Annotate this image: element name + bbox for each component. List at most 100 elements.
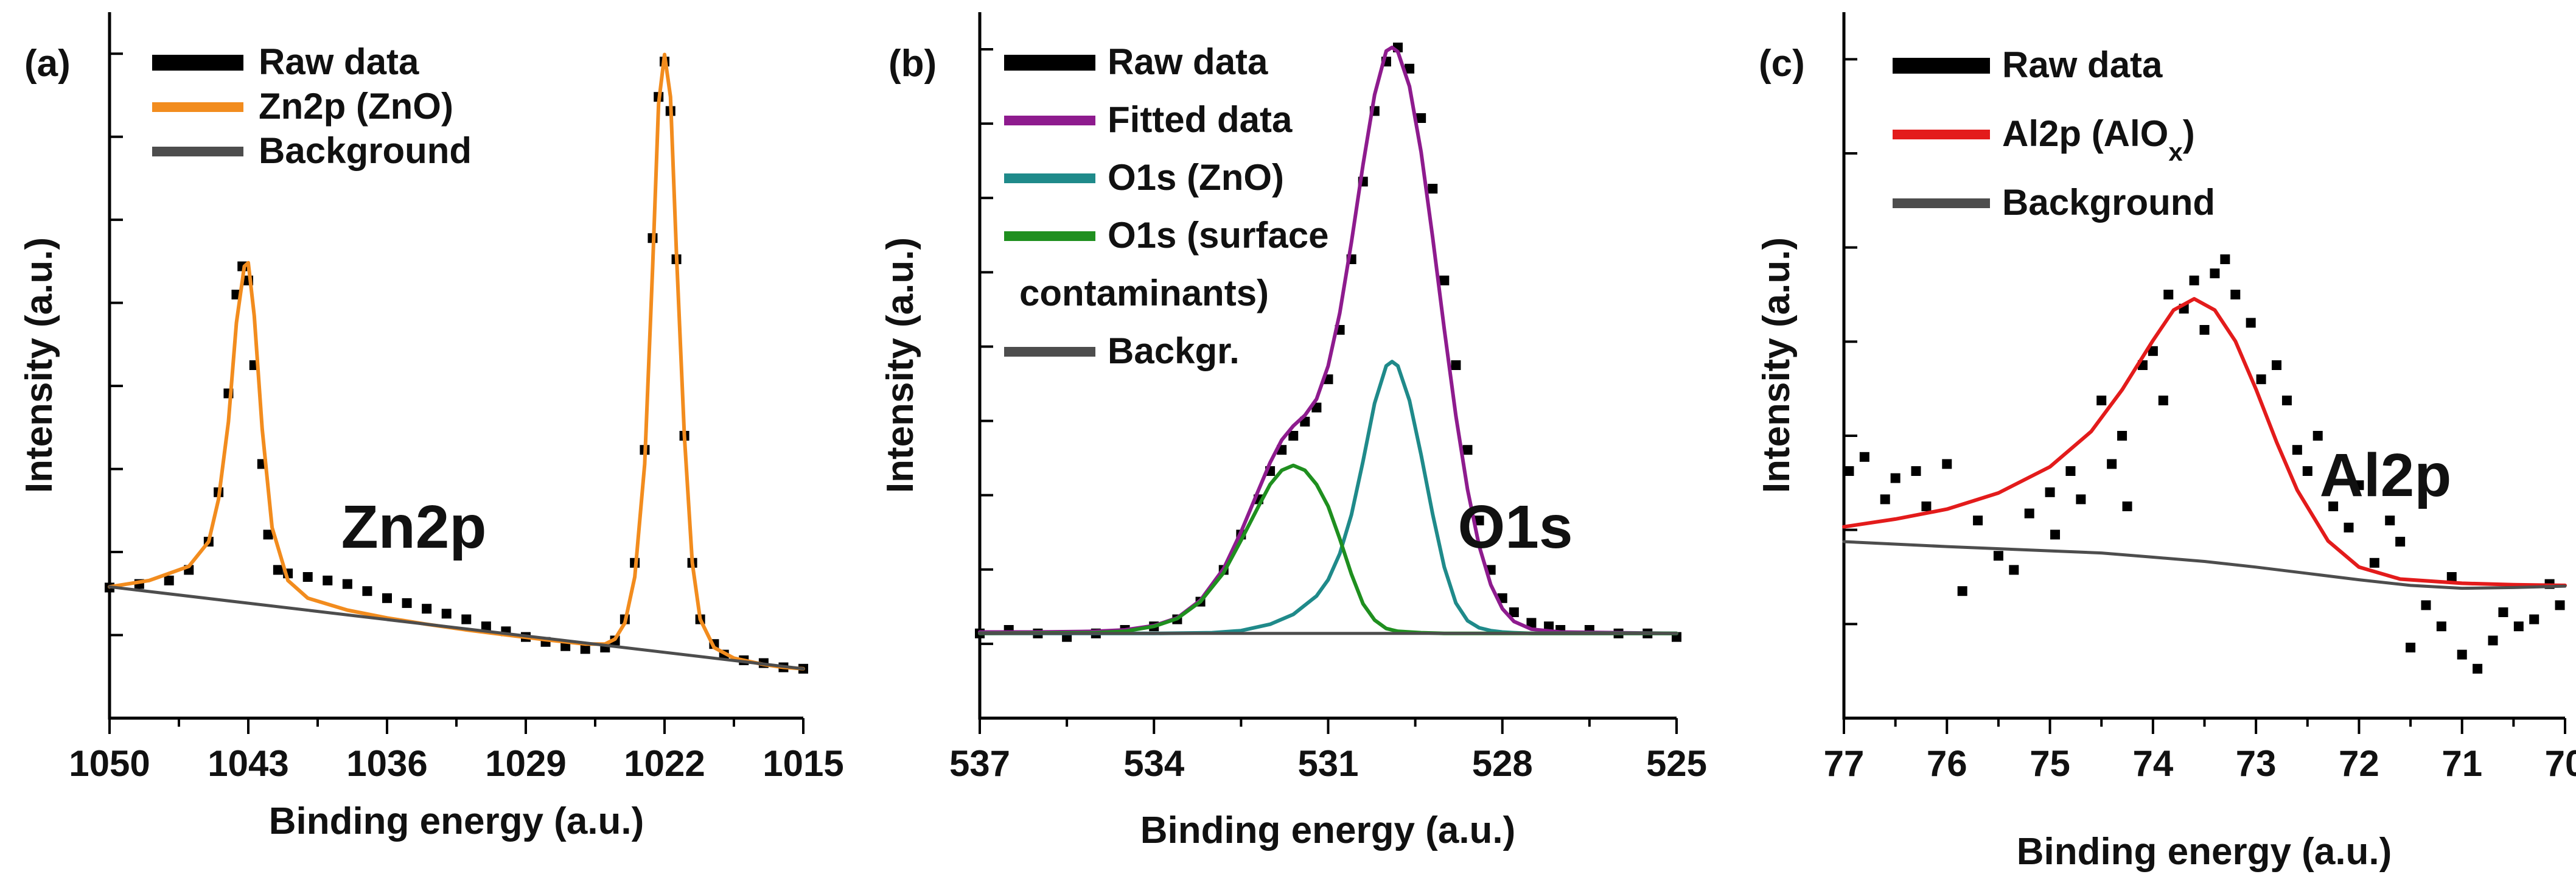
data-point <box>2050 529 2061 540</box>
data-point <box>1890 473 1901 483</box>
data-point <box>441 609 452 619</box>
legend-item: Zn2p (ZnO) <box>152 86 453 127</box>
x-tick-label: 72 <box>2339 743 2379 784</box>
legend-label: Backgr. <box>1108 330 1240 371</box>
data-point <box>1880 494 1890 505</box>
data-point <box>1957 586 1967 596</box>
legend: Raw data Al2p (AlOx) Background <box>1893 44 2215 223</box>
x-axis-title: Binding energy (a.u.) <box>1140 809 1516 851</box>
legend-label: O1s (ZnO) <box>1108 157 1284 198</box>
data-point <box>2498 607 2508 617</box>
legend-item: Background <box>152 130 472 171</box>
data-point <box>2117 431 2127 441</box>
legend-swatch <box>152 102 243 112</box>
data-point <box>2230 290 2241 299</box>
legend-label-end: ) <box>2183 113 2195 154</box>
data-point <box>2281 396 2292 405</box>
legend-label-sub: x <box>2168 138 2183 166</box>
data-point <box>2065 466 2076 476</box>
x-tick-label: 531 <box>1297 743 1358 784</box>
data-point <box>402 598 412 608</box>
axes <box>1842 12 2565 720</box>
data-point <box>2122 501 2132 511</box>
data-point <box>1509 607 1519 617</box>
x-tick-label: 70 <box>2545 743 2576 784</box>
data-point <box>2246 318 2256 328</box>
legend-label-text: Raw data <box>2002 44 2163 85</box>
data-point <box>1451 360 1461 370</box>
legend-item: Raw data <box>152 41 419 82</box>
data-point <box>164 575 174 585</box>
legend-item: Fitted data <box>1004 99 1293 140</box>
data-point <box>323 575 333 585</box>
data-point <box>580 644 590 654</box>
legend-label-text: Background <box>2002 182 2215 223</box>
legend-label: Raw data <box>1108 41 1268 82</box>
x-axis-title: Binding energy (a.u.) <box>269 800 644 842</box>
data-point <box>2096 396 2107 405</box>
x-tick-label: 1015 <box>763 743 843 784</box>
legend-label: Background <box>2002 182 2215 223</box>
legend-swatch <box>1004 173 1095 183</box>
data-point <box>461 614 472 624</box>
data-point <box>1428 184 1438 194</box>
x-tick-label: 1050 <box>69 743 150 784</box>
panel-a: (a) 1050 1043 1036 1029 1022 1015 Binding energ… <box>18 12 844 842</box>
data-point <box>2488 635 2498 646</box>
x-tick-label: 1043 <box>208 743 288 784</box>
legend-label: Zn2p (ZnO) <box>259 86 453 127</box>
data-point <box>1973 515 1983 526</box>
x-tick-label: 1029 <box>485 743 566 784</box>
data-point <box>2328 501 2339 511</box>
data-point <box>2045 487 2055 497</box>
series-line-al2p-alox <box>1842 297 2567 587</box>
data-point <box>481 621 491 632</box>
data-point <box>1911 466 1921 476</box>
data-point <box>2354 480 2364 491</box>
data-point <box>2107 459 2117 469</box>
legend-swatch <box>1893 58 1990 74</box>
x-tick-label: 74 <box>2132 743 2173 784</box>
legend-item: O1s (ZnO) <box>1004 157 1284 198</box>
legend: Raw data Fitted data O1s (ZnO) O1s (surface… <box>1004 41 1329 371</box>
data-point <box>2256 374 2266 385</box>
legend-label-line2: contaminants) <box>1019 273 1269 313</box>
data-point <box>2385 515 2395 526</box>
data-point <box>2436 621 2446 632</box>
x-axis-title: Binding energy (a.u.) <box>2017 831 2392 873</box>
legend-label: Background <box>259 130 472 171</box>
data-point <box>2199 325 2210 335</box>
data-point <box>1288 431 1299 441</box>
data-point <box>2210 268 2220 279</box>
x-tick-label: 528 <box>1472 743 1533 784</box>
data-point <box>2189 275 2199 285</box>
peak-annotation: O1s <box>1457 493 1572 561</box>
legend-swatch <box>1893 198 1990 208</box>
legend-item: Raw data <box>1004 41 1268 82</box>
data-point <box>1462 445 1473 455</box>
data-point <box>382 593 392 603</box>
legend-label-text: Backgr. <box>1108 330 1240 371</box>
x-tick-label: 71 <box>2442 743 2482 784</box>
y-axis-title: Intensity (a.u.) <box>1756 237 1798 493</box>
data-point <box>1921 501 1932 511</box>
legend-label-text: Background <box>259 130 472 171</box>
data-point <box>2529 614 2539 624</box>
x-tick-label: 534 <box>1123 743 1185 784</box>
series-line-background <box>1842 540 2567 590</box>
legend-label: Al2p (AlOx) <box>2002 113 2195 166</box>
series-line-background <box>108 585 805 671</box>
data-point <box>342 579 352 589</box>
data-point <box>1526 618 1537 628</box>
legend-label: Fitted data <box>1108 99 1293 140</box>
y-axis-title: Intensity (a.u.) <box>879 237 921 493</box>
legend-label-text: Al2p (AlO <box>2002 113 2168 154</box>
data-point <box>2555 600 2565 610</box>
series-raw-data <box>1844 254 2565 674</box>
legend-swatch <box>1004 116 1095 125</box>
panel-label: (c) <box>1759 43 1805 85</box>
data-point <box>2220 254 2230 264</box>
legend-label-text: Fitted data <box>1108 99 1293 140</box>
